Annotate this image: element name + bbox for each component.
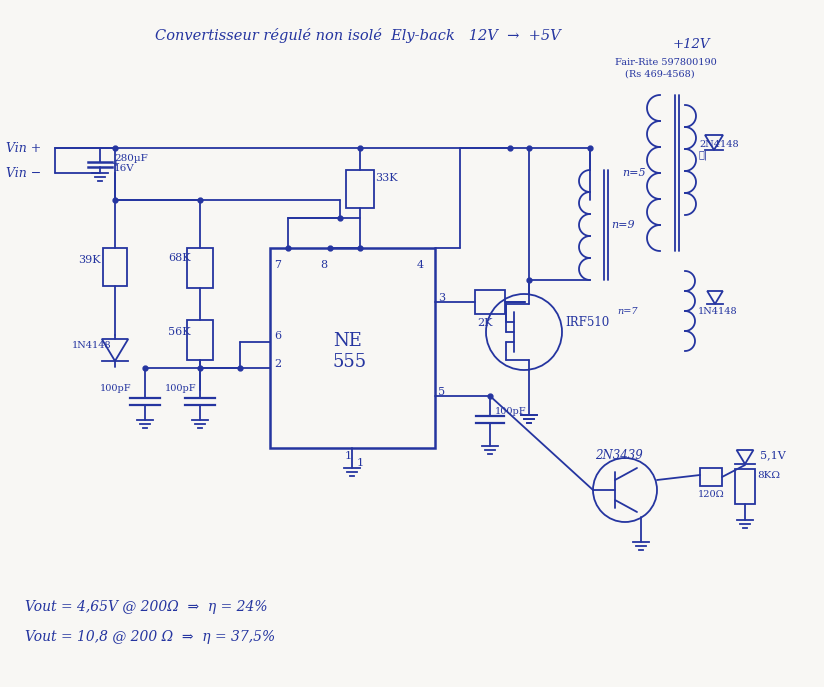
Text: 100pF: 100pF — [165, 383, 197, 392]
Text: (Rs 469-4568): (Rs 469-4568) — [625, 70, 695, 79]
Text: 8KΩ: 8KΩ — [757, 471, 780, 480]
Text: 100pF: 100pF — [100, 383, 132, 392]
Text: 8: 8 — [320, 260, 327, 270]
Text: 33K: 33K — [375, 173, 398, 183]
Text: +12V: +12V — [673, 38, 710, 51]
Bar — [270, 248, 435, 448]
Text: +: + — [112, 159, 120, 168]
Text: 16V: 16V — [114, 164, 135, 172]
Bar — [700, 468, 722, 486]
Text: Fair-Rite 597800190: Fair-Rite 597800190 — [615, 58, 717, 67]
Text: 3: 3 — [438, 293, 445, 303]
Text: Vout = 4,65V @ 200Ω  ⇒  η = 24%: Vout = 4,65V @ 200Ω ⇒ η = 24% — [25, 600, 268, 614]
Text: 280µF: 280µF — [114, 153, 147, 163]
Text: Vin +: Vin + — [6, 142, 41, 155]
Text: 56K: 56K — [168, 327, 190, 337]
Text: Vout = 10,8 @ 200 Ω  ⇒  η = 37,5%: Vout = 10,8 @ 200 Ω ⇒ η = 37,5% — [25, 630, 275, 644]
Text: 100pF: 100pF — [495, 407, 527, 416]
Text: n=9: n=9 — [611, 220, 634, 230]
Text: 4: 4 — [417, 260, 424, 270]
Text: 68K: 68K — [168, 253, 190, 263]
Text: 1: 1 — [357, 458, 364, 468]
Text: 2K: 2K — [477, 318, 493, 328]
Text: 2N4148
⊳|: 2N4148 ⊳| — [699, 140, 738, 160]
Bar — [735, 469, 755, 504]
Bar — [475, 290, 505, 314]
Text: 5: 5 — [438, 387, 445, 397]
Text: 39K: 39K — [78, 255, 101, 265]
Bar — [187, 320, 213, 360]
Bar — [103, 248, 127, 286]
Text: n=5: n=5 — [622, 168, 646, 178]
Text: 5,1V: 5,1V — [760, 450, 786, 460]
Text: 2: 2 — [274, 359, 281, 369]
Text: 1N4148: 1N4148 — [698, 306, 737, 315]
Text: 7: 7 — [274, 260, 281, 270]
Text: NE
555: NE 555 — [333, 332, 367, 371]
Text: 120Ω: 120Ω — [698, 490, 725, 499]
Text: 1: 1 — [344, 451, 351, 461]
Text: 1N4148: 1N4148 — [72, 341, 111, 350]
Bar — [346, 170, 374, 208]
Text: n=7: n=7 — [617, 306, 638, 315]
Text: 2N3439: 2N3439 — [595, 449, 643, 462]
Text: 6: 6 — [274, 331, 281, 341]
Text: IRF510: IRF510 — [565, 315, 609, 328]
Text: Convertisseur régulé non isolé  Ely-back   12V  →  +5V: Convertisseur régulé non isolé Ely-back … — [155, 28, 561, 43]
Bar — [187, 248, 213, 288]
Text: Vin −: Vin − — [6, 166, 41, 179]
